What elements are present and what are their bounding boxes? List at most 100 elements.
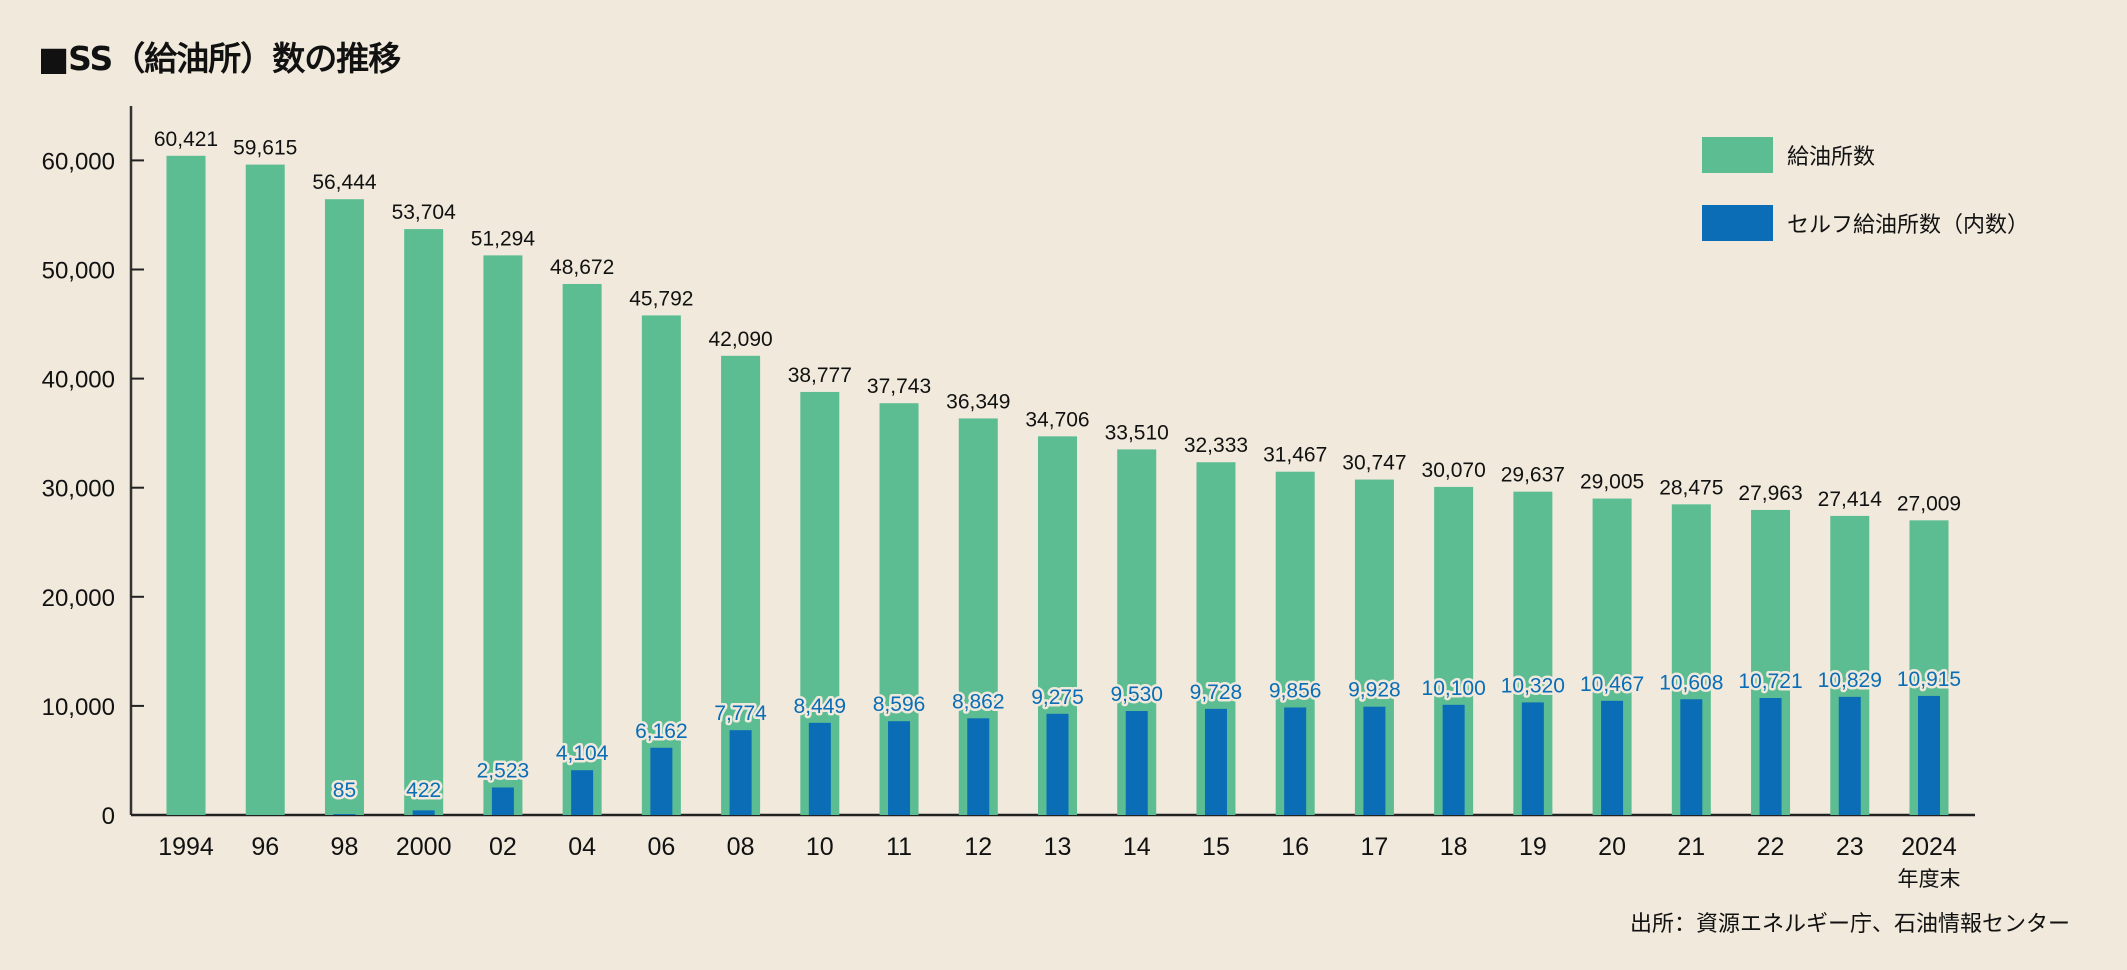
data-label-self: 9,275 <box>1031 686 1084 709</box>
data-label-total: 30,070 <box>1422 459 1486 482</box>
data-label-self: 10,608 <box>1659 671 1723 694</box>
x-tick-label: 13 <box>1044 833 1072 861</box>
data-label-total: 51,294 <box>471 227 536 250</box>
x-tick-label: 04 <box>568 833 596 861</box>
y-tick-label: 0 <box>102 803 115 830</box>
data-label-total: 27,414 <box>1818 488 1883 511</box>
data-label-total: 56,444 <box>312 171 377 194</box>
legend-label-self: セルフ給油所数（内数） <box>1787 213 2030 238</box>
data-label-self: 8,449 <box>794 695 847 718</box>
x-tick-label: 2000 <box>396 833 452 861</box>
data-label-total: 48,672 <box>550 256 614 279</box>
data-label-total: 38,777 <box>788 364 852 387</box>
y-tick-label: 40,000 <box>42 367 115 394</box>
bar-self <box>412 810 435 815</box>
bar-self <box>729 730 752 815</box>
bar-self <box>1601 700 1624 815</box>
bar-self <box>1046 713 1069 815</box>
bar-self <box>1125 711 1148 815</box>
data-label-total: 27,009 <box>1897 492 1961 515</box>
data-label-self: 8,596 <box>873 693 926 716</box>
bar-self <box>650 747 673 815</box>
data-label-total: 33,510 <box>1105 421 1169 444</box>
data-label-self: 2,523 <box>477 759 530 782</box>
data-label-total: 53,704 <box>392 201 457 224</box>
bar-total <box>641 315 681 815</box>
bar-self <box>967 718 990 815</box>
data-label-self: 10,721 <box>1738 670 1802 693</box>
x-tick-label: 20 <box>1598 833 1626 861</box>
x-tick-label: 98 <box>331 833 359 861</box>
x-tick-label: 19 <box>1519 833 1547 861</box>
series-self-bars <box>333 695 1940 815</box>
bar-self <box>1918 695 1940 815</box>
x-tick-label: 06 <box>647 833 675 861</box>
bar-total <box>483 255 523 816</box>
bar-self <box>1759 698 1782 815</box>
chart-title: ■SS（給油所）数の推移 <box>38 39 401 78</box>
bar-total <box>245 164 285 816</box>
bar-self <box>1284 707 1307 815</box>
x-tick-label: 12 <box>964 833 992 861</box>
data-label-total: 59,615 <box>233 137 297 160</box>
data-label-total: 31,467 <box>1263 444 1327 467</box>
y-tick-label: 10,000 <box>42 694 115 721</box>
source-note: 出所：資源エネルギー庁、石油情報センター <box>1629 912 2070 937</box>
x-tick-label: 18 <box>1440 833 1468 861</box>
bar-self <box>1838 696 1861 815</box>
bar-total <box>562 283 602 815</box>
bar-total <box>404 229 444 815</box>
data-label-total: 37,743 <box>867 375 931 398</box>
x-tick-label: 16 <box>1281 833 1309 861</box>
data-label-total: 42,090 <box>708 328 772 351</box>
data-label-self: 7,774 <box>714 702 767 725</box>
legend-swatch-total <box>1702 137 1773 173</box>
bar-self <box>1680 699 1703 815</box>
data-label-total: 30,747 <box>1342 452 1406 475</box>
x-tick-label: 96 <box>251 833 279 861</box>
bar-self <box>1521 702 1544 815</box>
data-label-self: 9,856 <box>1269 679 1322 702</box>
x-tick-label: 17 <box>1361 833 1389 861</box>
bar-self <box>491 787 514 815</box>
data-label-self: 9,928 <box>1348 679 1401 702</box>
x-tick-label: 10 <box>806 833 834 861</box>
bar-self <box>888 721 911 815</box>
legend-item-total: 給油所数 <box>1702 137 2029 173</box>
x-axis-suffix-label: 年度末 <box>1898 867 1961 891</box>
x-tick-label: 15 <box>1202 833 1230 861</box>
x-tick-label: 21 <box>1677 833 1705 861</box>
data-label-self: 10,467 <box>1580 673 1644 696</box>
data-label-self: 10,320 <box>1501 674 1565 697</box>
bar-self <box>808 722 831 815</box>
x-tick-labels: 1994 96 98 2000 02 04 06 08 10 11 12 13 14 15 16 17 18 19… <box>158 833 1960 891</box>
data-label-self: 422 <box>406 779 441 802</box>
bar-self <box>1204 708 1227 815</box>
data-label-self: 8,862 <box>952 690 1005 713</box>
x-tick-label: 22 <box>1757 833 1785 861</box>
bar-self <box>571 770 594 815</box>
bar-self <box>333 814 356 815</box>
data-label-total: 29,005 <box>1580 471 1644 494</box>
data-label-total: 28,475 <box>1659 476 1723 499</box>
data-label-self: 10,100 <box>1422 677 1486 700</box>
x-tick-label: 14 <box>1123 833 1151 861</box>
bar-self <box>1363 706 1386 815</box>
legend-item-self: セルフ給油所数（内数） <box>1702 205 2029 241</box>
series-self-labels: 85 422 2,523 4,104 6,162 7,774 8,449 8,596 8,862… <box>330 665 1963 804</box>
y-tick-label: 20,000 <box>42 585 115 612</box>
data-label-total: 27,963 <box>1738 482 1802 505</box>
data-label-total: 36,349 <box>946 390 1010 413</box>
x-tick-label: 2024 <box>1901 833 1957 861</box>
data-label-self: 4,104 <box>556 742 609 765</box>
data-label-total: 45,792 <box>629 287 693 310</box>
y-tick-label: 30,000 <box>42 476 115 503</box>
x-tick-label: 02 <box>489 833 517 861</box>
data-label-self: 9,728 <box>1190 681 1243 704</box>
series-total-labels: 60,421 59,615 56,444 53,704 51,294 48,672 45,7… <box>154 128 1961 516</box>
x-tick-label: 23 <box>1836 833 1864 861</box>
bar-total <box>166 155 206 815</box>
data-label-total: 32,333 <box>1184 434 1248 457</box>
data-label-self: 9,530 <box>1110 683 1163 706</box>
